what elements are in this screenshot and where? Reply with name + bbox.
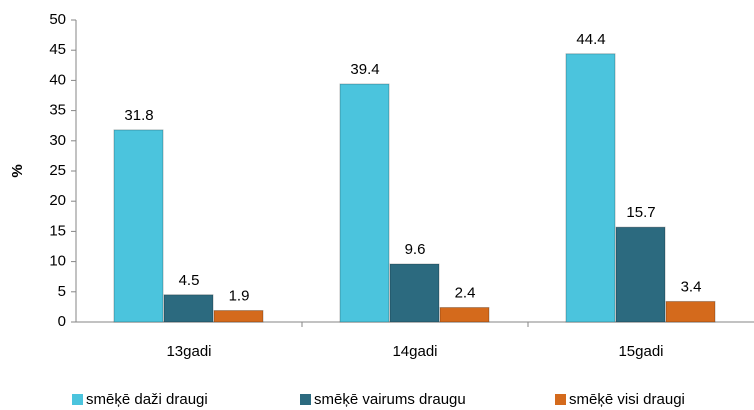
- legend-swatch: [72, 394, 83, 405]
- data-label: 2.4: [455, 284, 476, 301]
- x-tick-label: 13gadi: [166, 343, 211, 360]
- y-axis-label: %: [9, 164, 26, 177]
- x-tick-label: 14gadi: [392, 343, 437, 360]
- y-tick-label: 15: [49, 222, 66, 239]
- y-tick-label: 30: [49, 132, 66, 149]
- data-label: 44.4: [576, 31, 605, 48]
- bar: [339, 83, 390, 323]
- bar: [389, 263, 440, 323]
- y-tick-label: 50: [49, 11, 66, 28]
- bar: [113, 129, 164, 323]
- legend-swatch: [555, 394, 566, 405]
- data-label: 1.9: [229, 287, 250, 304]
- legend-label: smēķē vairums draugu: [314, 391, 466, 408]
- y-tick-label: 45: [49, 41, 66, 58]
- data-label: 15.7: [626, 204, 655, 221]
- legend-swatch: [300, 394, 311, 405]
- legend-label: smēķē daži draugi: [86, 391, 208, 408]
- data-label: 9.6: [405, 241, 426, 258]
- bar: [615, 226, 666, 323]
- data-label: 3.4: [681, 278, 702, 295]
- y-tick-label: 40: [49, 71, 66, 88]
- y-tick-label: 10: [49, 253, 66, 270]
- y-tick-label: 25: [49, 162, 66, 179]
- data-label: 31.8: [124, 107, 153, 124]
- bar: [439, 307, 490, 323]
- y-tick-label: 5: [58, 283, 66, 300]
- bar: [163, 294, 214, 323]
- y-tick-label: 35: [49, 102, 66, 119]
- data-label: 4.5: [179, 272, 200, 289]
- y-tick-label: 20: [49, 192, 66, 209]
- x-tick-label: 15gadi: [618, 343, 663, 360]
- bar: [665, 300, 716, 323]
- data-label: 39.4: [350, 61, 379, 78]
- legend-label: smēķē visi draugi: [569, 391, 685, 408]
- bar: [213, 310, 264, 323]
- y-tick-label: 0: [58, 313, 66, 330]
- bar: [565, 53, 616, 323]
